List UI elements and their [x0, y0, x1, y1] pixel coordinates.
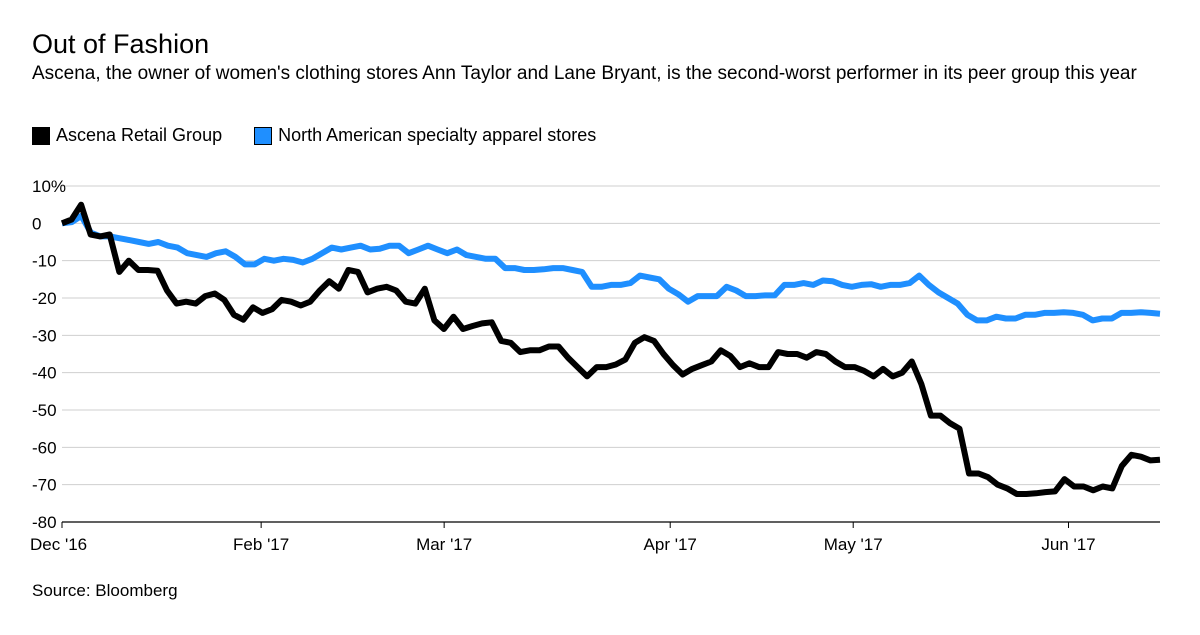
x-axis: Dec '16 Feb '17 Mar '17 Apr '17 May '17 Jun '… — [30, 522, 1096, 554]
series-line-specialty-apparel — [61, 212, 1161, 324]
legend-label-ascena: Ascena Retail Group — [56, 125, 223, 145]
y-tick-label: -80 — [32, 513, 57, 532]
y-tick-label: -60 — [32, 438, 57, 457]
legend-swatch-ascena — [32, 126, 50, 145]
x-tick-label: Jun '17 — [1041, 535, 1095, 554]
x-tick-label: Apr '17 — [644, 535, 697, 554]
legend: Ascena Retail Group North American speci… — [32, 125, 628, 146]
x-tick-label: Dec '16 — [30, 535, 87, 554]
gridlines — [62, 185, 1160, 523]
y-tick-label: -70 — [32, 476, 57, 495]
y-tick-label: -50 — [32, 401, 57, 420]
chart-subtitle: Ascena, the owner of women's clothing st… — [32, 63, 1137, 84]
y-tick-label: -30 — [32, 326, 57, 345]
x-tick-label: Feb '17 — [233, 535, 289, 554]
chart-title: Out of Fashion — [32, 29, 210, 59]
y-tick-label: -10 — [32, 252, 57, 271]
y-tick-label: 0 — [32, 214, 41, 233]
y-tick-label: -40 — [32, 364, 57, 383]
y-tick-label: 10% — [32, 177, 66, 196]
legend-swatch-specialty-apparel — [254, 126, 273, 145]
series-line-ascena — [60, 201, 1161, 497]
x-tick-label: May '17 — [824, 535, 883, 554]
legend-label-specialty-apparel: North American specialty apparel stores — [278, 125, 597, 145]
y-axis-labels: 10% 0 -10 -20 -30 -40 -50 -60 -70 -80 — [32, 177, 66, 532]
legend-item-specialty-apparel: North American specialty apparel stores — [254, 125, 596, 146]
source-note: Source: Bloomberg — [32, 581, 178, 600]
legend-item-ascena: Ascena Retail Group — [32, 125, 222, 146]
x-tick-label: Mar '17 — [416, 535, 472, 554]
series-lines — [60, 201, 1161, 497]
y-tick-label: -20 — [32, 289, 57, 308]
